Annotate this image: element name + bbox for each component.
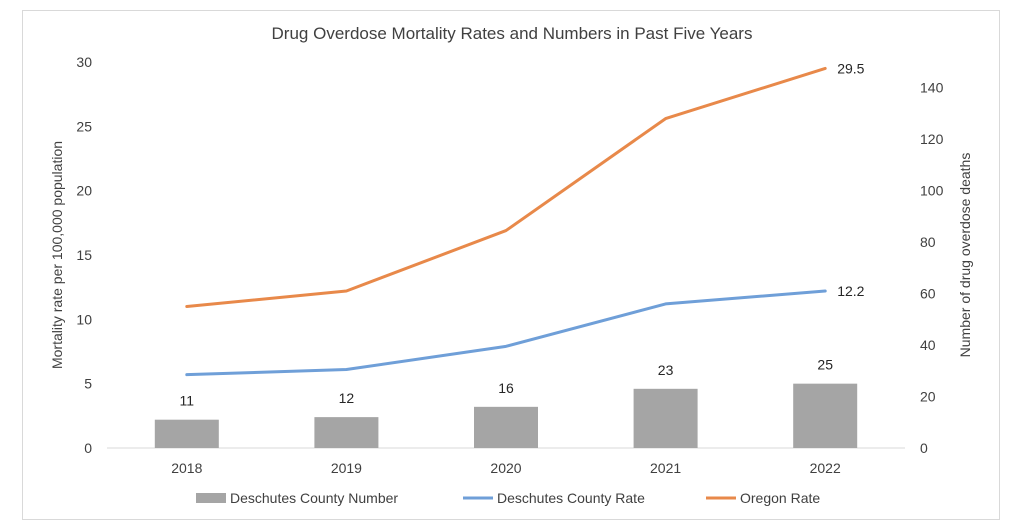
line-oregon-rate xyxy=(185,66,827,308)
bar-2020 xyxy=(474,406,538,448)
bar-2018 xyxy=(154,419,219,448)
x-tick-label: 2019 xyxy=(331,460,362,476)
left-axis-title: Mortality rate per 100,000 population xyxy=(49,141,65,369)
bar-data-label: 25 xyxy=(817,357,833,373)
bar-2021 xyxy=(633,388,698,448)
line-end-label: 12.2 xyxy=(837,283,864,299)
right-tick-label: 100 xyxy=(920,183,944,199)
left-tick-label: 15 xyxy=(76,247,92,263)
x-tick-label: 2020 xyxy=(490,460,521,476)
left-tick-label: 0 xyxy=(84,440,92,456)
legend: Deschutes County Number Deschutes County … xyxy=(196,490,820,506)
chart-title: Drug Overdose Mortality Rates and Number… xyxy=(272,24,753,43)
right-tick-label: 120 xyxy=(920,131,944,147)
bar-data-label: 23 xyxy=(658,362,674,378)
legend-label: Oregon Rate xyxy=(740,490,820,506)
left-tick-label: 30 xyxy=(76,54,92,70)
left-tick-label: 20 xyxy=(76,183,92,199)
right-tick-label: 40 xyxy=(920,337,936,353)
line-end-label: 29.5 xyxy=(837,60,864,76)
right-axis-title: Number of drug overdose deaths xyxy=(957,153,973,358)
left-tick-label: 25 xyxy=(76,118,92,134)
line-series: 12.2 29.5 xyxy=(185,60,865,377)
x-tick-label: 2022 xyxy=(810,460,841,476)
right-tick-label: 0 xyxy=(920,440,928,456)
legend-label: Deschutes County Rate xyxy=(497,490,645,506)
left-axis-ticks: 0 5 10 15 20 25 30 xyxy=(76,54,92,456)
bar-2022 xyxy=(793,383,858,448)
bar-data-label: 12 xyxy=(339,390,355,406)
right-tick-label: 80 xyxy=(920,234,936,250)
left-tick-label: 10 xyxy=(76,311,92,327)
x-tick-label: 2018 xyxy=(171,460,202,476)
legend-label: Deschutes County Number xyxy=(230,490,398,506)
bar-2019 xyxy=(314,417,379,448)
bar-series: 11 12 16 23 25 xyxy=(154,357,858,448)
bar-data-label: 11 xyxy=(180,393,195,409)
x-axis-ticks: 2018 2019 2020 2021 2022 xyxy=(171,460,841,476)
right-tick-label: 60 xyxy=(920,286,936,302)
x-tick-label: 2021 xyxy=(650,460,681,476)
line-deschutes-county-rate xyxy=(185,289,827,377)
legend-swatch-bar xyxy=(196,493,226,503)
right-tick-label: 140 xyxy=(920,80,944,96)
right-tick-label: 20 xyxy=(920,389,936,405)
right-axis-ticks: 0 20 40 60 80 100 120 140 xyxy=(920,80,944,456)
bar-data-label: 16 xyxy=(498,380,514,396)
left-tick-label: 5 xyxy=(84,376,92,392)
